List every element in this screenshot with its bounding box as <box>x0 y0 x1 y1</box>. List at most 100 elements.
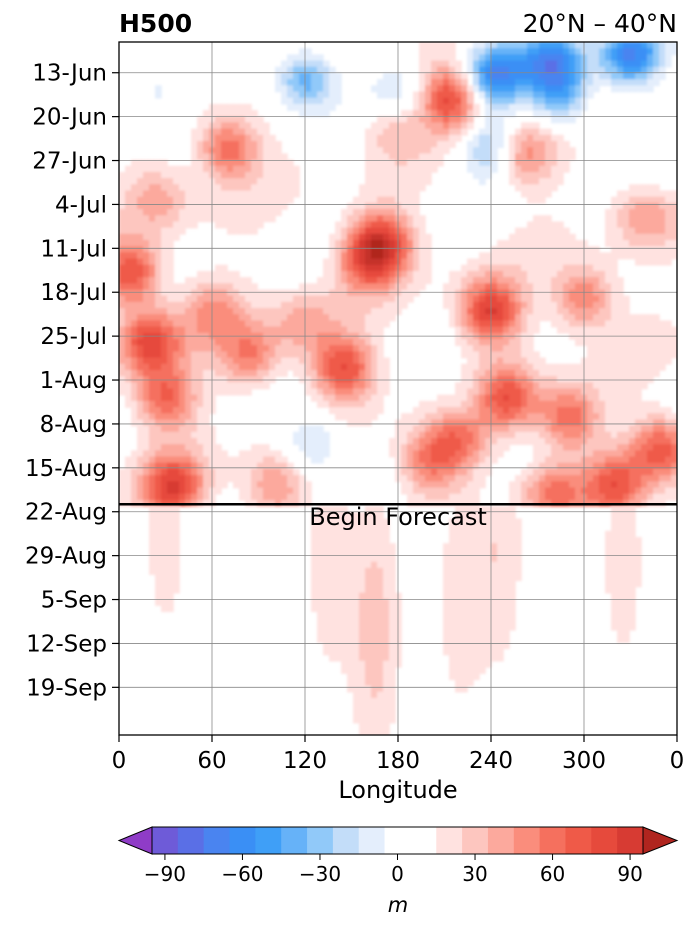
field-cell <box>167 246 174 254</box>
field-cell <box>533 394 540 402</box>
field-cell <box>641 184 648 192</box>
field-cell <box>521 289 528 297</box>
field-cell <box>443 103 450 111</box>
field-cell <box>533 357 540 365</box>
field-cell <box>173 196 180 204</box>
field-cell <box>359 351 366 359</box>
field-cell <box>485 456 492 464</box>
field-cell <box>125 493 132 501</box>
field-cell <box>389 79 396 87</box>
field-cell <box>491 277 498 285</box>
field-cell <box>347 295 354 303</box>
field-cell <box>641 85 648 93</box>
field-cell <box>341 252 348 260</box>
field-cell <box>527 141 534 148</box>
field-cell <box>173 413 180 421</box>
field-cell <box>515 171 522 179</box>
field-cell <box>611 54 618 62</box>
field-cell <box>581 450 588 458</box>
field-cell <box>359 233 366 241</box>
field-cell <box>161 407 168 415</box>
field-cell <box>329 91 336 99</box>
field-cell <box>233 468 240 476</box>
field-cell <box>191 357 198 365</box>
field-cell <box>473 376 480 384</box>
field-cell <box>551 407 558 415</box>
field-cell <box>167 345 174 353</box>
field-cell <box>311 580 318 588</box>
field-cell <box>155 227 162 235</box>
field-cell <box>497 240 504 247</box>
field-cell <box>509 66 516 74</box>
field-cell <box>617 363 624 371</box>
field-cell <box>317 512 324 520</box>
field-cell <box>635 468 642 476</box>
field-cell <box>371 283 378 291</box>
field-cell <box>233 308 240 316</box>
field-cell <box>545 165 552 173</box>
field-cell <box>563 468 570 476</box>
field-cell <box>383 196 390 204</box>
field-cell <box>503 240 510 247</box>
field-cell <box>227 202 234 210</box>
field-cell <box>143 264 150 272</box>
field-cell <box>329 506 336 514</box>
field-cell <box>449 66 456 74</box>
field-cell <box>233 388 240 396</box>
field-cell <box>641 215 648 223</box>
field-cell <box>617 369 624 377</box>
field-cell <box>629 419 636 427</box>
field-cell <box>311 91 318 99</box>
field-cell <box>251 221 258 229</box>
field-cell <box>131 475 138 483</box>
field-cell <box>581 388 588 396</box>
field-cell <box>167 376 174 384</box>
field-cell <box>131 301 138 309</box>
field-cell <box>149 543 156 551</box>
field-cell <box>203 134 210 142</box>
field-cell <box>347 574 354 582</box>
field-cell <box>497 394 504 402</box>
field-cell <box>569 301 576 309</box>
field-cell <box>413 141 420 148</box>
field-cell <box>149 227 156 235</box>
field-cell <box>167 518 174 526</box>
field-cell <box>317 369 324 377</box>
field-cell <box>659 209 666 217</box>
field-cell <box>437 110 444 118</box>
field-cell <box>635 184 642 192</box>
field-cell <box>443 66 450 74</box>
field-cell <box>389 202 396 210</box>
field-cell <box>449 524 456 532</box>
field-cell <box>509 561 516 569</box>
field-cell <box>473 493 480 501</box>
field-cell <box>647 240 654 247</box>
field-cell <box>617 530 624 538</box>
field-cell <box>329 382 336 390</box>
field-cell <box>497 42 504 49</box>
field-cell <box>545 190 552 198</box>
field-cell <box>143 431 150 439</box>
field-cell <box>275 369 282 377</box>
field-cell <box>629 184 636 192</box>
field-cell <box>593 320 600 328</box>
field-cell <box>239 165 246 173</box>
field-cell <box>287 363 294 371</box>
field-cell <box>449 54 456 62</box>
field-cell <box>539 227 546 235</box>
field-cell <box>479 85 486 93</box>
field-cell <box>341 555 348 563</box>
field-cell <box>377 407 384 415</box>
field-cell <box>365 382 372 390</box>
field-cell <box>641 190 648 198</box>
field-cell <box>485 159 492 167</box>
field-cell <box>389 270 396 278</box>
field-cell <box>599 431 606 439</box>
field-cell <box>659 190 666 198</box>
field-cell <box>575 481 582 489</box>
field-cell <box>563 425 570 433</box>
field-cell <box>605 363 612 371</box>
field-cell <box>287 487 294 495</box>
field-cell <box>137 301 144 309</box>
field-cell <box>263 357 270 365</box>
